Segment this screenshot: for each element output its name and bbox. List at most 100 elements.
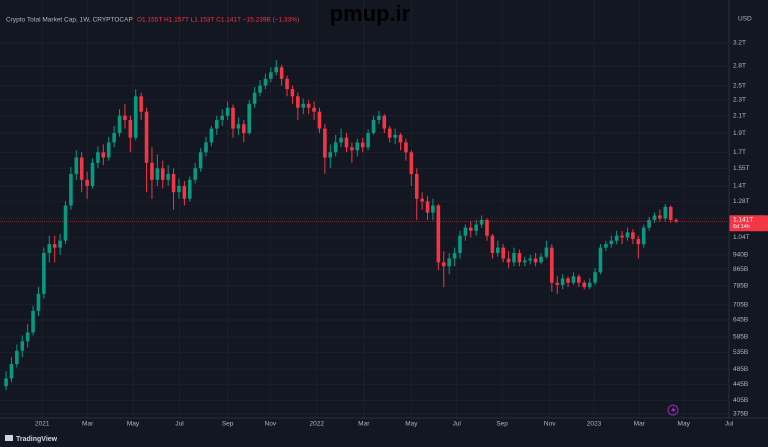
y-tick-label: 535B bbox=[733, 349, 748, 356]
y-tick-label: 2.3T bbox=[733, 97, 746, 104]
candle-body bbox=[371, 119, 376, 134]
x-tick-label: May bbox=[678, 421, 691, 428]
candle-body bbox=[523, 260, 527, 263]
candle-body bbox=[550, 247, 554, 283]
candle-body bbox=[625, 232, 630, 238]
candle-body bbox=[285, 78, 289, 90]
candle-body bbox=[306, 103, 311, 108]
candle-body bbox=[209, 128, 214, 143]
candle-body bbox=[96, 152, 100, 163]
candle-body bbox=[398, 134, 403, 143]
candle-body bbox=[247, 103, 252, 134]
candle-body bbox=[404, 142, 408, 153]
candle-body bbox=[225, 107, 230, 116]
candle-body bbox=[393, 134, 397, 138]
candle-body bbox=[641, 227, 646, 245]
candle-body bbox=[85, 179, 89, 186]
candle-body bbox=[501, 247, 506, 259]
candle-body bbox=[631, 232, 635, 239]
candle-body bbox=[409, 152, 414, 174]
candle-body bbox=[382, 115, 387, 129]
x-tick-label: May bbox=[405, 421, 418, 428]
x-tick-label: 2021 bbox=[35, 421, 50, 428]
candle-body bbox=[647, 219, 651, 228]
currency-label: USD bbox=[738, 16, 752, 23]
candle-body bbox=[106, 142, 111, 158]
x-tick-label: 2023 bbox=[587, 421, 602, 428]
candle-body bbox=[577, 276, 581, 283]
x-tick-label: Mar bbox=[634, 421, 646, 428]
candle-body bbox=[674, 219, 678, 222]
candle-body bbox=[566, 278, 570, 283]
x-tick-label: Mar bbox=[82, 421, 94, 428]
y-tick-label: 375B bbox=[733, 411, 748, 418]
candle-body bbox=[112, 133, 116, 143]
y-tick-label: 2.1T bbox=[733, 112, 746, 119]
candle-body bbox=[20, 341, 25, 351]
y-tick-label: 705B bbox=[733, 301, 748, 308]
candle-body bbox=[242, 124, 246, 134]
candle-body bbox=[582, 282, 587, 288]
ohlc-legend: O1.155T H1.157T L1.153T C1.141T −15.239B… bbox=[137, 17, 299, 24]
y-tick-label: 1.28T bbox=[733, 198, 750, 205]
candle-body bbox=[74, 157, 79, 174]
candle-body bbox=[533, 258, 538, 263]
candle-body bbox=[658, 215, 662, 219]
candle-body bbox=[620, 235, 624, 238]
candle-body bbox=[560, 278, 565, 285]
candle-body bbox=[296, 96, 300, 108]
candle-body bbox=[609, 240, 614, 245]
candle-body bbox=[528, 258, 533, 261]
x-tick-label: May bbox=[127, 421, 140, 428]
countdown-label: 6d 14h bbox=[733, 224, 750, 230]
candle-body bbox=[9, 364, 14, 379]
y-tick-label: 485B bbox=[733, 366, 748, 373]
last-price-box bbox=[729, 215, 768, 232]
event-icon[interactable] bbox=[667, 404, 679, 416]
candle-body bbox=[279, 67, 284, 79]
candle-body bbox=[52, 244, 57, 248]
x-tick-label: Mar bbox=[358, 421, 370, 428]
candle-body bbox=[344, 137, 349, 148]
candle-body bbox=[458, 235, 462, 253]
candle-body bbox=[652, 215, 657, 220]
candle-body bbox=[258, 85, 262, 93]
x-tick-label: Sep bbox=[222, 421, 234, 428]
candle-body bbox=[155, 168, 160, 180]
candle-body bbox=[166, 173, 170, 180]
y-tick-label: 1.4T bbox=[733, 183, 746, 190]
candle-body bbox=[414, 173, 419, 199]
candle-body bbox=[425, 201, 430, 213]
y-tick-label: 405B bbox=[733, 397, 748, 404]
candle-body bbox=[366, 133, 370, 148]
brand: TradingView bbox=[5, 435, 58, 443]
y-tick-label: 2.5T bbox=[733, 82, 746, 89]
candle-body bbox=[69, 173, 73, 206]
candle-body bbox=[436, 205, 441, 263]
candle-body bbox=[177, 185, 181, 193]
candle-body bbox=[355, 142, 360, 151]
candle-body bbox=[123, 115, 127, 120]
candle-body bbox=[495, 247, 500, 253]
candle-body bbox=[339, 137, 343, 143]
y-tick-label: 2.8T bbox=[733, 63, 746, 70]
y-tick-label: 785B bbox=[733, 283, 748, 290]
candle-body bbox=[150, 162, 154, 180]
y-tick-label: 1.7T bbox=[733, 149, 746, 156]
brand-name: TradingView bbox=[16, 436, 58, 443]
event-icon-bolt[interactable] bbox=[671, 406, 676, 414]
watermark: pmup.ir bbox=[330, 1, 411, 26]
axes: 3.2T 2.8T 2.5T 2.3T 2.1T 1.9T 1.7T 1.55T 1.4T 1.2… bbox=[35, 40, 768, 428]
x-tick-label: Sep bbox=[496, 421, 508, 428]
candle-body bbox=[187, 179, 192, 199]
y-tick-label: 645B bbox=[733, 317, 748, 324]
candle-body bbox=[420, 198, 424, 202]
event-icon-circle[interactable] bbox=[667, 404, 679, 416]
candle-body bbox=[431, 205, 435, 213]
candle-body bbox=[512, 252, 516, 263]
candle-body bbox=[204, 142, 208, 153]
candle-body bbox=[139, 96, 143, 112]
x-tick-label: Nov bbox=[265, 421, 277, 428]
